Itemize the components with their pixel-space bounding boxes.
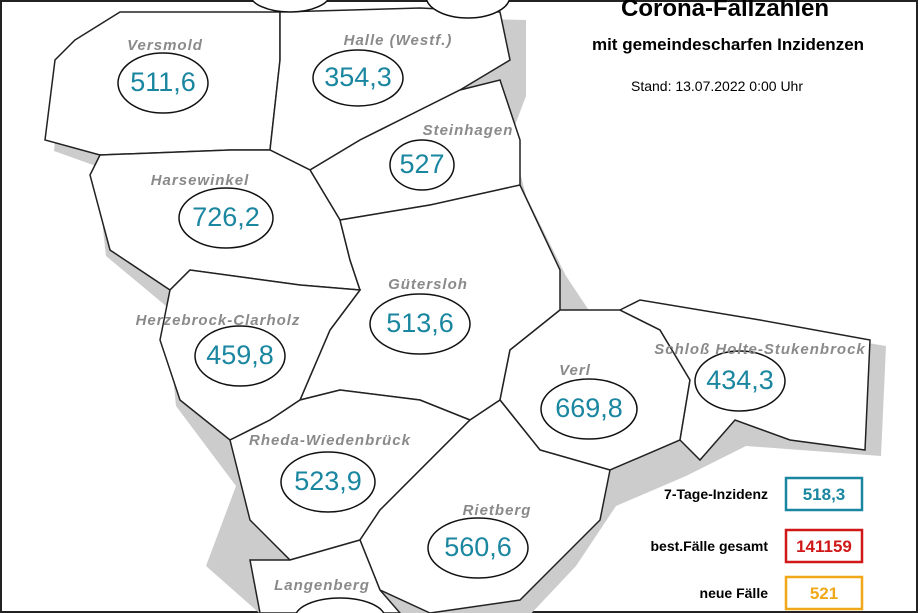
region-name: Gütersloh [388, 276, 468, 293]
cropped-ellipse [295, 597, 385, 613]
region-value: 560,6 [444, 532, 512, 562]
stand: Stand: 13.07.2022 0:00 Uhr [631, 78, 803, 94]
region-name: Langenberg [274, 577, 370, 594]
region-name: Verl [559, 362, 591, 379]
legend-label: best.Fälle gesamt [651, 538, 769, 554]
value-ellipse [540, 378, 638, 440]
area-rietberg [359, 398, 611, 613]
value-ellipse [194, 325, 286, 387]
region-value: 459,8 [206, 340, 274, 370]
value-ellipse [369, 293, 471, 355]
region-value: 527 [399, 149, 444, 179]
region-value: 511,6 [130, 67, 196, 97]
region-name: Versmold [127, 37, 203, 54]
region-name: Herzebrock-Clarholz [136, 312, 301, 329]
legend-box [784, 528, 864, 564]
area-langenberg [249, 539, 401, 613]
region-value: 726,2 [192, 202, 260, 232]
subtitle: mit gemeindescharfen Inzidenzen [592, 35, 864, 54]
value-ellipse [117, 52, 209, 114]
title: Corona-Fallzahlen [621, 0, 829, 22]
value-ellipse [312, 49, 404, 107]
region-value: 513,6 [386, 308, 454, 338]
value-ellipse [178, 187, 274, 249]
legend: 7-Tage-Inzidenz 518,3 best.Fälle gesamt 141… [651, 476, 864, 611]
region-value: 354,3 [324, 62, 392, 92]
region-name: Harsewinkel [151, 172, 250, 189]
legend-label: 7-Tage-Inzidenz [664, 486, 768, 502]
region-name: Rietberg [463, 502, 532, 519]
region-name: Schloß Holte-Stukenbrock [654, 341, 866, 358]
map [44, 0, 886, 613]
region-value: 669,8 [555, 393, 623, 423]
cropped-ellipse [251, 0, 329, 13]
region-name: Rheda-Wiedenbrück [249, 432, 411, 449]
legend-value: 521 [810, 584, 838, 603]
regions: 511,6 Versmold 354,3 Halle (Westf.) 527 Stein… [117, 32, 866, 594]
value-ellipse [280, 451, 376, 513]
value-ellipse [427, 517, 529, 579]
region-value: 434,3 [706, 365, 774, 395]
legend-box [784, 575, 864, 611]
legend-box [784, 476, 864, 512]
legend-label: neue Fälle [700, 585, 769, 601]
region-name: Steinhagen [423, 122, 514, 139]
region-name: Halle (Westf.) [344, 32, 453, 49]
legend-value: 141159 [796, 537, 852, 556]
value-ellipse [694, 350, 786, 412]
region-value: 523,9 [294, 466, 362, 496]
cropped-ellipse [425, 0, 511, 19]
legend-value: 518,3 [803, 485, 846, 504]
value-ellipse [389, 139, 455, 191]
